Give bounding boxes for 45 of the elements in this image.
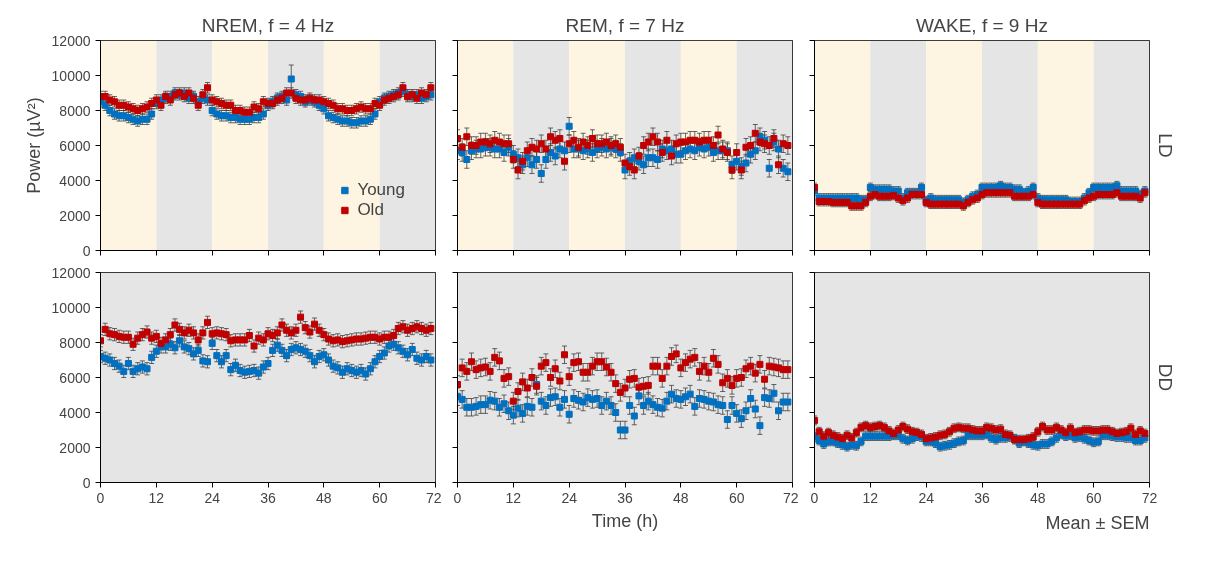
text: DD [1154, 363, 1176, 392]
text: Mean ± SEM [1045, 512, 1150, 533]
x-tick-label: 24 [204, 489, 221, 506]
x-tick-label: 36 [974, 489, 990, 506]
y-tick-label: 4000 [59, 172, 91, 189]
x-tick-label: 12 [862, 489, 879, 506]
chart-title: WAKE, f = 9 Hz [916, 14, 1048, 36]
x-tick-label: 72 [1141, 489, 1158, 506]
x-tick-label: 12 [148, 489, 165, 506]
x-tick-label: 36 [617, 489, 633, 506]
legend-label: Young [357, 180, 405, 200]
x-tick-label: 48 [1030, 489, 1046, 506]
x-tick-label: 0 [453, 489, 462, 506]
x-tick-label: 48 [316, 489, 332, 506]
x-tick-label: 60 [728, 489, 745, 506]
x-tick-label: 0 [810, 489, 819, 506]
chart-title: REM, f = 7 Hz [565, 14, 685, 36]
x-axis-title: Time (h) [591, 510, 659, 531]
legend-label: Old [357, 200, 384, 220]
y-tick-label: 2000 [59, 207, 91, 224]
x-tick-label: 60 [1085, 489, 1102, 506]
x-tick-label: 0 [96, 489, 105, 506]
y-tick-label: 2000 [59, 439, 91, 456]
text: LD [1154, 133, 1176, 158]
y-tick-label: 12000 [51, 32, 91, 49]
y-tick-label: 0 [82, 242, 91, 259]
x-tick-label: 24 [918, 489, 935, 506]
y-tick-label: 6000 [59, 369, 91, 386]
y-tick-label: 6000 [59, 137, 91, 154]
y-tick-label: 10000 [51, 299, 91, 316]
y-tick-label: 4000 [59, 404, 91, 421]
x-tick-label: 72 [425, 489, 442, 506]
x-tick-label: 48 [673, 489, 689, 506]
y-tick-label: 10000 [51, 67, 91, 84]
x-tick-label: 12 [505, 489, 522, 506]
x-tick-label: 72 [782, 489, 799, 506]
y-tick-label: 12000 [51, 264, 91, 281]
x-tick-label: 36 [260, 489, 276, 506]
x-tick-label: 60 [371, 489, 388, 506]
y-tick-label: 8000 [59, 334, 91, 351]
x-tick-label: 24 [561, 489, 578, 506]
y-tick-label: 0 [82, 474, 91, 491]
y-tick-label: 8000 [59, 102, 91, 119]
y-axis-title: Power (µV²) [23, 97, 44, 194]
chart-title: NREM, f = 4 Hz [201, 14, 335, 36]
